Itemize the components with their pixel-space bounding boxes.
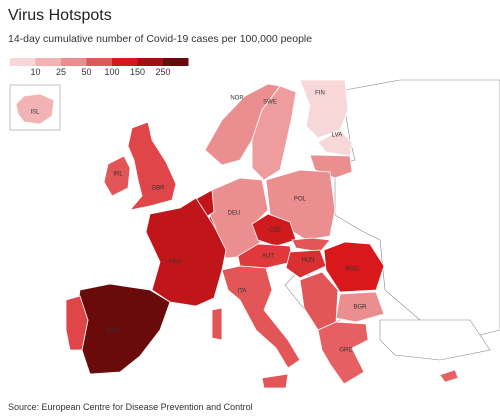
country-label: HUN xyxy=(302,258,315,264)
subtitle: 14-day cumulative number of Covid-19 cas… xyxy=(8,33,312,45)
country xyxy=(251,85,297,181)
land xyxy=(261,373,289,389)
country-label: BGR xyxy=(353,305,367,311)
country xyxy=(103,155,131,197)
title: Virus Hotspots xyxy=(8,7,112,24)
country xyxy=(145,197,227,307)
country-label: ITA xyxy=(238,289,247,295)
legend-tick-label: 10 xyxy=(30,67,40,77)
country-label: GRC xyxy=(339,348,353,354)
country xyxy=(15,93,55,125)
country xyxy=(317,321,369,385)
country-label: SWE xyxy=(263,100,277,106)
legend-tick-label: 50 xyxy=(81,67,91,77)
legend-tick-label: 25 xyxy=(56,67,66,77)
country-label: ISL xyxy=(30,110,40,116)
country-label: ROU xyxy=(345,267,358,273)
country xyxy=(127,121,177,211)
country-label: FRA xyxy=(169,260,181,266)
country-label: ESP xyxy=(107,329,119,335)
country-label: POL xyxy=(294,197,307,203)
country-label: IRL xyxy=(113,172,123,178)
legend-tick-label: 150 xyxy=(130,67,145,77)
legend-swatch xyxy=(35,58,61,66)
country xyxy=(323,241,385,293)
country-label: LVA xyxy=(332,133,342,139)
legend-swatch xyxy=(10,58,36,66)
land xyxy=(379,319,491,361)
inset-frame xyxy=(9,84,61,131)
country-label: DEU xyxy=(228,211,241,217)
legend-swatch xyxy=(163,58,189,66)
land xyxy=(291,237,331,253)
legend-swatch xyxy=(86,58,112,66)
legend-tick-label: 100 xyxy=(104,67,119,77)
legend-tick-label: 250 xyxy=(155,67,170,77)
country-label: FIN xyxy=(315,91,325,97)
legend-swatch xyxy=(61,58,87,66)
country-labels: ISL IRL GBR NOR SWE FIN LVA DEU POL CZE AUT HUN ROU B… xyxy=(30,91,367,354)
land xyxy=(439,369,459,383)
country xyxy=(299,79,349,139)
legend-swatch xyxy=(112,58,138,66)
countries xyxy=(9,79,385,389)
country xyxy=(317,129,353,157)
land xyxy=(211,307,223,341)
country xyxy=(221,265,301,369)
country-label: AUT xyxy=(262,254,274,260)
country-label: NOR xyxy=(230,96,244,102)
source: Source: European Centre for Disease Prev… xyxy=(8,402,253,412)
country xyxy=(285,249,327,279)
land xyxy=(299,271,339,331)
country xyxy=(77,283,171,375)
country-label: CZE xyxy=(269,228,281,234)
land xyxy=(309,154,353,179)
country-label: GBR xyxy=(151,186,165,192)
land xyxy=(65,295,89,351)
legend: 10 25 50 100 150 250 xyxy=(10,58,189,77)
legend-swatch xyxy=(137,58,163,66)
